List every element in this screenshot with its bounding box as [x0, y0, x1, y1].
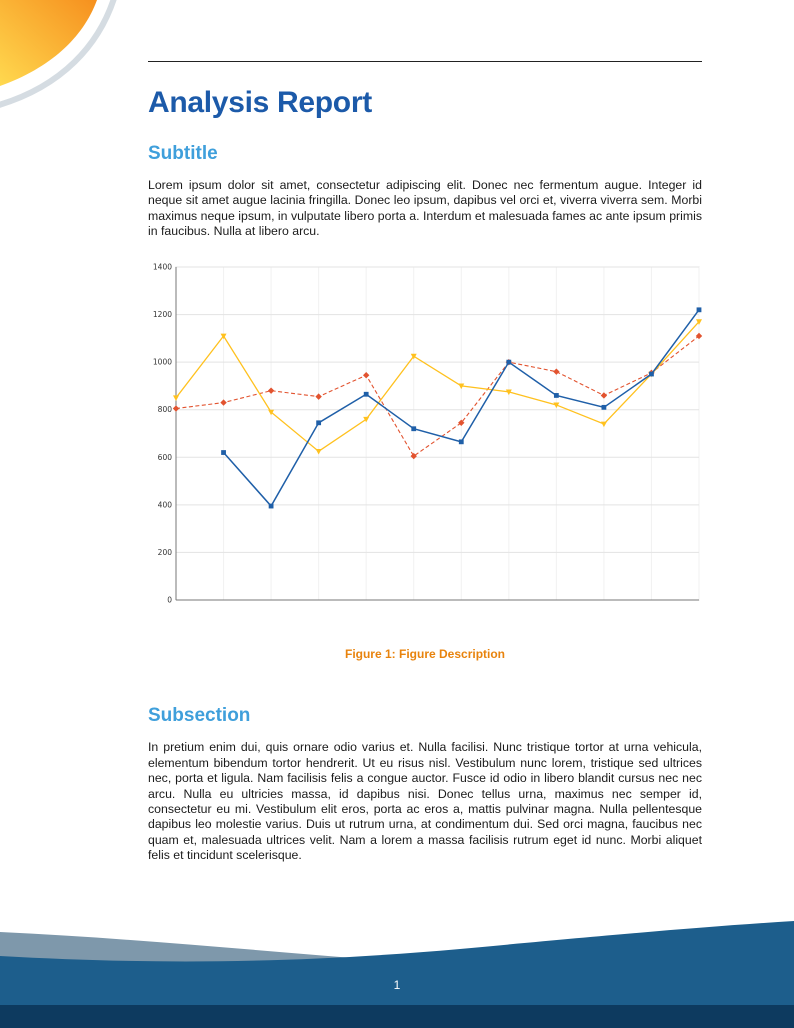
- svg-text:1200: 1200: [153, 311, 172, 320]
- chart-series-red-dashed: [172, 333, 703, 460]
- svg-text:0: 0: [167, 596, 172, 605]
- paragraph-body: In pretium enim dui, quis ornare odio va…: [148, 740, 702, 862]
- header-rule: [148, 61, 702, 62]
- swoosh-gray-arc: [0, 0, 117, 108]
- svg-text:600: 600: [158, 453, 173, 462]
- footer-blue-wave: [0, 921, 794, 1028]
- section-heading-subsection: Subsection: [148, 705, 251, 727]
- footer-navy-strip: [0, 1005, 794, 1028]
- chart-series-blue: [221, 307, 702, 509]
- svg-text:1400: 1400: [153, 263, 172, 272]
- paragraph-intro: Lorem ipsum dolor sit amet, consectetur …: [148, 178, 702, 239]
- figure-caption: Figure 1: Figure Description: [148, 647, 702, 661]
- svg-text:1000: 1000: [153, 358, 172, 367]
- corner-swoosh-decoration: [0, 0, 117, 108]
- document-content: Analysis Report Subtitle Lorem ipsum dol…: [148, 0, 703, 863]
- page-number: 1: [394, 978, 401, 992]
- figure-block: 0 200 400 600 800 1000 1200 1400 Figure 1: Figu…: [148, 261, 703, 661]
- svg-text:800: 800: [158, 406, 173, 415]
- figure-caption-text: Figure Description: [399, 647, 506, 662]
- footer-wave: 1: [0, 921, 794, 1028]
- section-heading-subtitle: Subtitle: [148, 143, 218, 164]
- report-title: Analysis Report: [148, 86, 372, 119]
- figure-caption-label: Figure 1:: [344, 647, 396, 662]
- svg-text:400: 400: [158, 501, 173, 510]
- line-chart: 0 200 400 600 800 1000 1200 1400: [153, 263, 703, 605]
- swoosh-orange-blob: [0, 0, 97, 86]
- svg-text:200: 200: [158, 548, 173, 557]
